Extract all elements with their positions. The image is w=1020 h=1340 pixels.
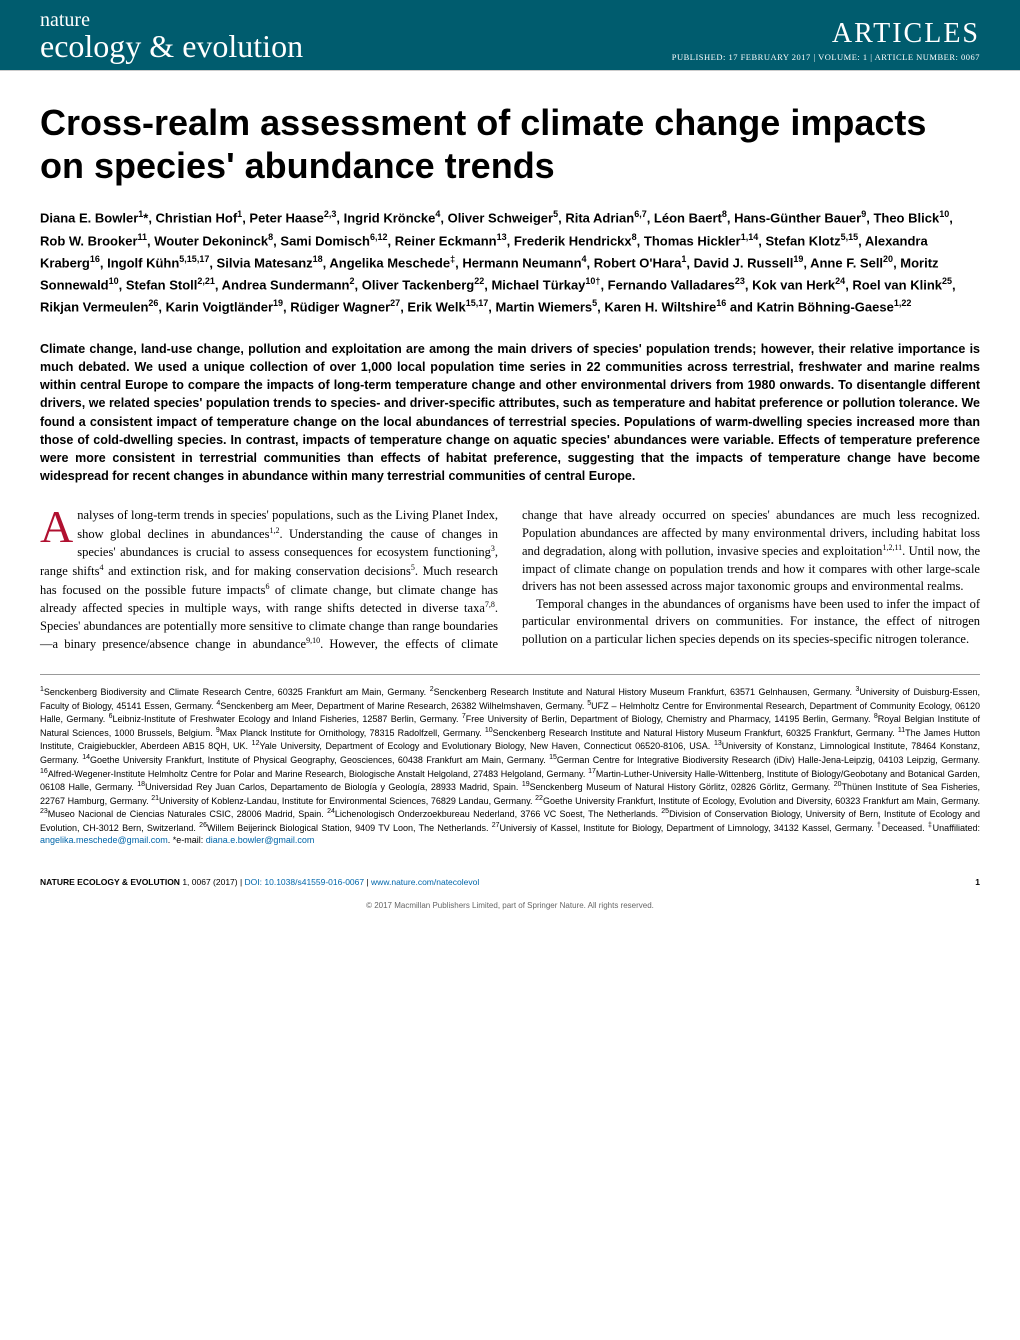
article-content: Cross-realm assessment of climate change… [0, 71, 1020, 867]
body-text: Analyses of long-term trends in species'… [40, 507, 980, 654]
footer-citation: NATURE ECOLOGY & EVOLUTION 1, 0067 (2017… [40, 877, 479, 887]
author-list: Diana E. Bowler1*, Christian Hof1, Peter… [40, 207, 980, 318]
page-footer: NATURE ECOLOGY & EVOLUTION 1, 0067 (2017… [0, 867, 1020, 924]
body-paragraph-2: Temporal changes in the abundances of or… [522, 596, 980, 649]
article-title: Cross-realm assessment of climate change… [40, 101, 980, 187]
affiliations: 1Senckenberg Biodiversity and Climate Re… [40, 685, 980, 847]
footer-line: NATURE ECOLOGY & EVOLUTION 1, 0067 (2017… [40, 877, 980, 887]
journal-name: nature ecology & evolution [40, 10, 303, 62]
publication-info: PUBLISHED: 17 FEBRUARY 2017 | VOLUME: 1 … [672, 52, 980, 62]
page-number: 1 [975, 877, 980, 887]
footer-doi-link[interactable]: DOI: 10.1038/s41559-016-0067 [245, 877, 365, 887]
footer-sep: | [364, 877, 371, 887]
articles-label: ARTICLES [672, 18, 980, 50]
journal-header: nature ecology & evolution ARTICLES PUBL… [0, 0, 1020, 71]
abstract: Climate change, land-use change, polluti… [40, 340, 980, 485]
footer-journal: NATURE ECOLOGY & EVOLUTION [40, 877, 180, 887]
header-right: ARTICLES PUBLISHED: 17 FEBRUARY 2017 | V… [672, 18, 980, 62]
footer-url-link[interactable]: www.nature.com/natecolevol [371, 877, 479, 887]
dropcap: A [40, 507, 77, 546]
divider [40, 674, 980, 675]
journal-nature: nature [40, 10, 303, 30]
copyright: © 2017 Macmillan Publishers Limited, par… [40, 901, 980, 918]
footer-vol: 1, 0067 (2017) | [180, 877, 245, 887]
journal-ecology-evolution: ecology & evolution [40, 30, 303, 62]
